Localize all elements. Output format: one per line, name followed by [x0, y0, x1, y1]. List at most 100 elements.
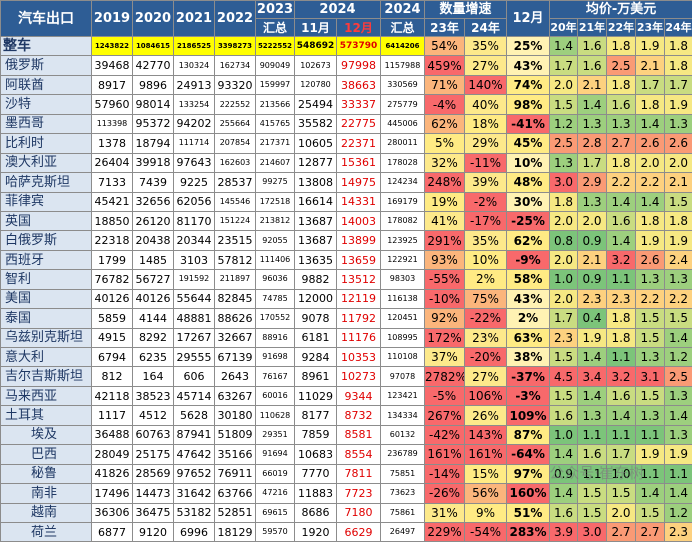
- price-cell: 1.5: [636, 503, 665, 522]
- volume-cell: 53182: [174, 503, 215, 522]
- header-g24: 24年: [465, 19, 507, 37]
- volume-cell: 2643: [215, 367, 256, 386]
- volume-cell: 12000: [295, 289, 337, 308]
- price-cell: 1.3: [665, 270, 692, 289]
- dec-growth-cell: 87%: [507, 425, 550, 444]
- price-cell: 1.5: [636, 309, 665, 328]
- price-cell: 3.2: [607, 250, 636, 269]
- volume-cell: 445006: [381, 114, 425, 133]
- price-cell: 1.3: [665, 386, 692, 405]
- volume-cell: 98303: [381, 270, 425, 289]
- price-cell: 1.4: [550, 484, 578, 503]
- volume-cell: 110628: [256, 406, 295, 425]
- price-cell: 1.9: [636, 231, 665, 250]
- price-cell: 3.0: [550, 173, 578, 192]
- volume-cell: 73623: [381, 484, 425, 503]
- volume-cell: 38523: [133, 386, 174, 405]
- volume-cell: 36306: [92, 503, 133, 522]
- volume-cell: 6181: [295, 328, 337, 347]
- price-cell: 1.4: [550, 445, 578, 464]
- volume-cell: 214607: [256, 153, 295, 172]
- growth-23-cell: 161%: [425, 445, 465, 464]
- country-name: 泰国: [1, 309, 92, 328]
- volume-cell: 35166: [215, 445, 256, 464]
- volume-cell: 16614: [295, 192, 337, 211]
- volume-cell: 96036: [256, 270, 295, 289]
- price-cell: 2.8: [578, 134, 607, 153]
- volume-cell: 28569: [133, 464, 174, 483]
- volume-cell: 10353: [337, 348, 381, 367]
- price-cell: 2.7: [607, 134, 636, 153]
- volume-cell: 18129: [215, 522, 256, 541]
- volume-cell: 7723: [337, 484, 381, 503]
- price-cell: 2.3: [665, 522, 692, 541]
- country-name: 巴西: [1, 445, 92, 464]
- volume-cell: 120780: [295, 75, 337, 94]
- volume-cell: 122921: [381, 250, 425, 269]
- header-year-2021: 2021: [174, 1, 215, 37]
- volume-cell: 13899: [337, 231, 381, 250]
- volume-cell: 63766: [215, 484, 256, 503]
- volume-cell: 18794: [133, 134, 174, 153]
- price-cell: 1.4: [636, 114, 665, 133]
- volume-cell: 172518: [256, 192, 295, 211]
- volume-cell: 48881: [174, 309, 215, 328]
- volume-cell: 4144: [133, 309, 174, 328]
- growth-24-cell: 35%: [465, 231, 507, 250]
- country-name: 吉尔吉斯斯坦: [1, 367, 92, 386]
- price-cell: 1.1: [578, 425, 607, 444]
- price-cell: 1.6: [578, 445, 607, 464]
- volume-cell: 91698: [256, 348, 295, 367]
- volume-cell: 14003: [337, 211, 381, 230]
- country-name: 马来西亚: [1, 386, 92, 405]
- header-title: 汽车出口: [1, 1, 92, 37]
- growth-23-cell: 2782%: [425, 367, 465, 386]
- price-cell: 1.5: [665, 192, 692, 211]
- volume-cell: 10605: [295, 134, 337, 153]
- header-growth: 数量增速: [425, 1, 507, 19]
- price-cell: 3.4: [578, 367, 607, 386]
- price-cell: 1.5: [578, 503, 607, 522]
- dec-growth-cell: 98%: [507, 95, 550, 114]
- price-cell: 1.4: [607, 192, 636, 211]
- volume-cell: 31642: [174, 484, 215, 503]
- growth-24-cell: 56%: [465, 484, 507, 503]
- dec-growth-cell: -9%: [507, 250, 550, 269]
- volume-cell: 45714: [174, 386, 215, 405]
- price-cell: 0.8: [550, 231, 578, 250]
- dec-growth-cell: -3%: [507, 386, 550, 405]
- dec-growth-cell: 2%: [507, 309, 550, 328]
- volume-cell: 76167: [256, 367, 295, 386]
- price-cell: 1.1: [607, 270, 636, 289]
- growth-23-cell: 32%: [425, 153, 465, 172]
- volume-cell: 222552: [215, 95, 256, 114]
- price-cell: 1.8: [607, 153, 636, 172]
- growth-24-cell: 15%: [465, 464, 507, 483]
- country-name: 南非: [1, 484, 92, 503]
- volume-cell: 275779: [381, 95, 425, 114]
- header-dec-growth: 12月: [507, 1, 550, 37]
- price-cell: 1.5: [550, 348, 578, 367]
- volume-cell: 7770: [295, 464, 337, 483]
- volume-cell: 164: [133, 367, 174, 386]
- growth-23-cell: -10%: [425, 289, 465, 308]
- price-cell: 1.3: [636, 406, 665, 425]
- price-cell: 2.1: [578, 75, 607, 94]
- growth-23-cell: 172%: [425, 328, 465, 347]
- price-cell: 2.0: [665, 153, 692, 172]
- volume-cell: 8732: [337, 406, 381, 425]
- volume-cell: 8917: [92, 75, 133, 94]
- volume-cell: 22371: [337, 134, 381, 153]
- volume-cell: 60132: [381, 425, 425, 444]
- volume-cell: 207854: [215, 134, 256, 153]
- price-cell: 2.3: [550, 328, 578, 347]
- growth-23-cell: -4%: [425, 95, 465, 114]
- price-cell: 1.4: [578, 95, 607, 114]
- volume-cell: 13512: [337, 270, 381, 289]
- price-cell: 1.4: [665, 406, 692, 425]
- price-cell: 1.5: [550, 95, 578, 114]
